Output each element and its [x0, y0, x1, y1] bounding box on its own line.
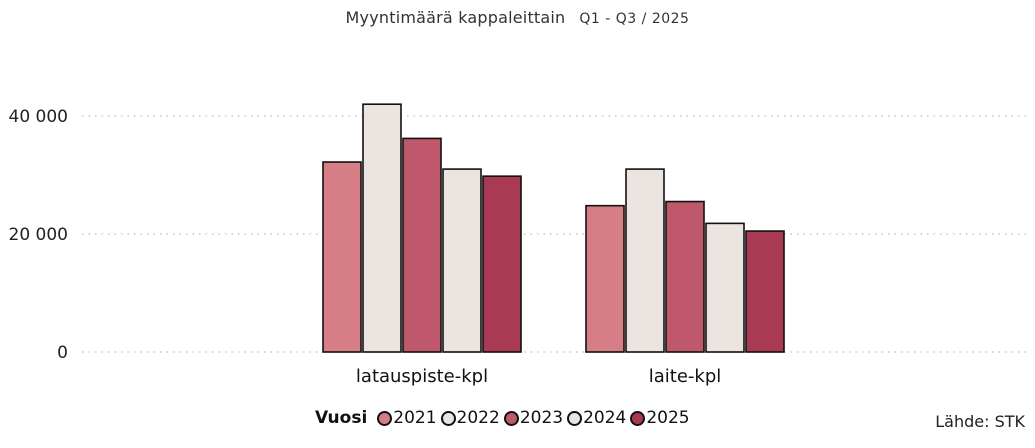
- bar-latauspiste-kpl-2024: [442, 168, 482, 353]
- legend-label: 2023: [519, 408, 564, 428]
- legend-swatch: [440, 410, 456, 426]
- legend-item-2023: 2023: [503, 408, 564, 428]
- bar-laite-kpl-2023: [665, 200, 705, 353]
- legend-label: 2024: [583, 408, 627, 428]
- bar-laite-kpl-2021: [585, 204, 625, 353]
- y-tick-label: 40 000: [9, 107, 68, 127]
- legend: Vuosi 2021 2022 2023 2024 2025: [315, 408, 694, 428]
- legend-item-2022: 2022: [440, 408, 500, 428]
- chart-title-text: Myyntimäärä kappaleittain: [345, 8, 566, 27]
- y-tick-label: 0: [57, 343, 68, 363]
- bar-latauspiste-kpl-2023: [402, 137, 442, 353]
- x-category-label: latauspiste-kpl: [356, 366, 488, 387]
- legend-swatch: [567, 410, 583, 426]
- legend-swatch: [503, 410, 519, 426]
- bar-laite-kpl-2025: [745, 230, 785, 353]
- legend-title: Vuosi: [315, 408, 368, 428]
- legend-label: 2021: [393, 408, 437, 428]
- legend-item-2021: 2021: [377, 408, 437, 428]
- legend-item-2024: 2024: [567, 408, 626, 428]
- legend-swatch: [630, 410, 646, 426]
- legend-item-2025: 2025: [630, 408, 690, 428]
- bar-latauspiste-kpl-2025: [482, 175, 522, 353]
- legend-label: 2025: [646, 408, 690, 428]
- x-category-label: laite-kpl: [649, 366, 722, 387]
- legend-label: 2022: [456, 408, 500, 428]
- bar-laite-kpl-2024: [705, 222, 745, 353]
- legend-items: 2021 2022 2023 2024 2025: [377, 408, 693, 428]
- bar-latauspiste-kpl-2022: [362, 103, 402, 353]
- chart-subtitle: Q1 - Q3 / 2025: [579, 11, 690, 27]
- chart-title: Myyntimäärä kappaleittain Q1 - Q3 / 2025: [0, 8, 1035, 27]
- bar-latauspiste-kpl-2021: [322, 161, 362, 353]
- source-note: Lähde: STK: [935, 412, 1025, 431]
- legend-swatch: [377, 410, 393, 426]
- y-tick-label: 20 000: [9, 225, 68, 245]
- bar-laite-kpl-2022: [625, 168, 665, 353]
